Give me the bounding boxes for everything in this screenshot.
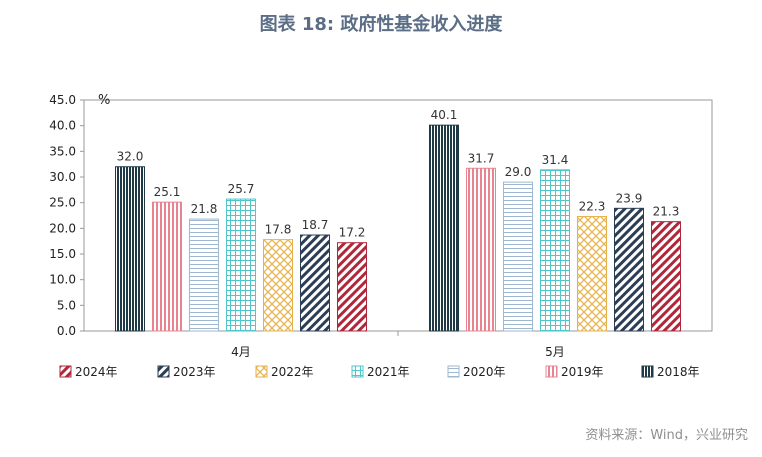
legend-label: 2021年 — [367, 365, 410, 379]
bar-2023年-4月 — [300, 234, 330, 332]
legend-label: 2019年 — [561, 365, 604, 379]
legend-swatch — [641, 365, 654, 378]
legend-item-2018年: 2018年 — [641, 365, 700, 379]
legend-label: 2022年 — [271, 365, 314, 379]
bar-2021年-4月 — [226, 198, 256, 332]
data-label: 31.7 — [468, 151, 495, 165]
x-category-label: 4月 — [231, 345, 251, 359]
source-note: 资料来源：Wind，兴业研究 — [585, 428, 748, 443]
y-tick-label: 0.0 — [57, 324, 76, 338]
legend-swatch — [59, 365, 72, 378]
data-label: 25.7 — [228, 182, 255, 196]
data-label: 25.1 — [154, 185, 181, 199]
y-tick-label: 10.0 — [49, 273, 76, 287]
legend-label: 2018年 — [657, 365, 700, 379]
legend-item-2022年: 2022年 — [255, 365, 314, 379]
data-label: 21.3 — [653, 205, 680, 219]
legend-item-2023年: 2023年 — [157, 365, 216, 379]
data-label: 40.1 — [431, 108, 458, 122]
legend-item-2024年: 2024年 — [59, 365, 118, 379]
bar-2018年-5月 — [429, 124, 459, 332]
chart-title: 图表 18: 政府性基金收入进度 — [259, 14, 503, 35]
legend-label: 2023年 — [173, 365, 216, 379]
bar-2018年-4月 — [115, 166, 145, 332]
data-label: 29.0 — [505, 165, 532, 179]
legend-item-2019年: 2019年 — [545, 365, 604, 379]
data-label: 32.0 — [117, 150, 144, 164]
legend-swatch — [157, 365, 170, 378]
legend-item-2021年: 2021年 — [351, 365, 410, 379]
data-label: 18.7 — [302, 218, 329, 232]
bar-2024年-4月 — [337, 242, 367, 332]
y-tick-label: 45.0 — [49, 93, 76, 107]
x-category-label: 5月 — [545, 345, 565, 359]
bar-2020年-4月 — [189, 218, 219, 332]
data-label: 23.9 — [616, 191, 643, 205]
y-tick-label: 30.0 — [49, 170, 76, 184]
data-label: 21.8 — [191, 202, 218, 216]
y-tick-label: 35.0 — [49, 144, 76, 158]
bar-2022年-4月 — [263, 239, 293, 332]
bar-2024年-5月 — [651, 221, 681, 332]
bar-2019年-5月 — [466, 167, 496, 332]
data-label: 31.4 — [542, 153, 569, 167]
legend-swatch — [255, 365, 268, 378]
legend-swatch — [351, 365, 364, 378]
bar-2021年-5月 — [540, 169, 570, 332]
y-tick-label: 5.0 — [57, 298, 76, 312]
data-label: 22.3 — [579, 200, 606, 214]
y-tick-label: 15.0 — [49, 247, 76, 261]
data-label: 17.8 — [265, 223, 292, 237]
data-label: 17.2 — [339, 226, 366, 240]
y-tick-label: 40.0 — [49, 119, 76, 133]
legend-label: 2024年 — [75, 365, 118, 379]
bar-2022年-5月 — [577, 216, 607, 332]
y-axis-unit: % — [98, 93, 110, 108]
legend-item-2020年: 2020年 — [447, 365, 506, 379]
legend-swatch — [447, 365, 460, 378]
bar-2020年-5月 — [503, 181, 533, 332]
bar-2019年-4月 — [152, 201, 182, 332]
legend-swatch — [545, 365, 558, 378]
y-tick-label: 25.0 — [49, 196, 76, 210]
bar-2023年-5月 — [614, 207, 644, 332]
y-tick-label: 20.0 — [49, 221, 76, 235]
legend-label: 2020年 — [463, 365, 506, 379]
